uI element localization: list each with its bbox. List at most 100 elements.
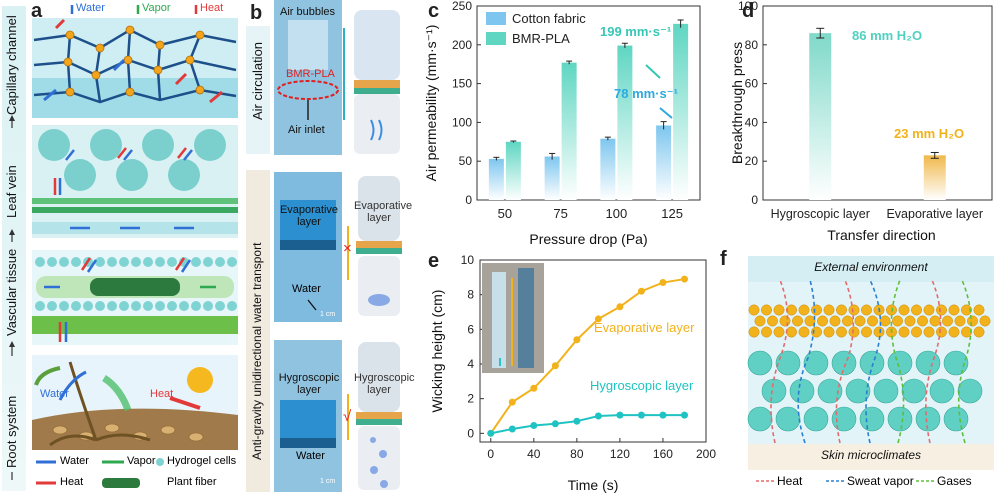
panel-b-art <box>274 0 402 492</box>
chart-c-annot-arrow <box>645 64 661 79</box>
gold-particle <box>823 304 835 316</box>
gold-particle <box>848 326 860 338</box>
chart-c-xtick-label: 75 <box>553 206 567 221</box>
panel-a: a Capillary channel Leaf vein Vascular t… <box>0 0 250 495</box>
legend-f-heat: Heat <box>777 474 803 488</box>
gold-particle <box>779 315 791 327</box>
chart-c-bar-bmr <box>561 62 577 201</box>
gold-particle <box>979 315 991 327</box>
gold-particle <box>848 304 860 316</box>
chart-c-legend-swatch <box>486 32 506 45</box>
chart-c-bar-cotton <box>656 125 672 200</box>
chart-e-point <box>594 412 602 420</box>
panel-b: b Air circulation Anti-gravity unidirect… <box>246 0 415 495</box>
gold-particle <box>911 326 922 338</box>
evap-render-label: Evaporative layer <box>354 200 413 224</box>
chart-e-series-label: Hygroscopic layer <box>590 378 694 393</box>
teal-particle <box>789 378 815 404</box>
gold-particle <box>861 304 872 316</box>
chart-e-point <box>616 303 624 311</box>
chart-e-xtick-label: 160 <box>653 447 673 461</box>
gold-particle <box>967 315 978 327</box>
chart-c-xtick-label: 100 <box>606 206 628 221</box>
root-heat-arrow <box>169 396 201 410</box>
teal-particle <box>915 406 941 432</box>
teal-particle <box>943 350 969 376</box>
chart-d-frame <box>762 5 993 201</box>
chart-e-point <box>594 315 602 323</box>
gold-particle <box>898 304 910 316</box>
gold-particle <box>836 304 847 316</box>
legend-f-gases: Gases <box>937 474 972 488</box>
gold-particle <box>817 315 828 327</box>
gold-particle <box>961 304 972 316</box>
chart-e-ytick-label: 2 <box>467 392 474 406</box>
chart-c-annotation: 199 mm·s⁻¹ <box>600 24 671 39</box>
chart-e-line-evaporative <box>489 278 685 434</box>
top-legend-water: Water <box>76 2 105 14</box>
skin-label: Skin microclimates <box>820 448 922 462</box>
chart-d-ytick-label: 60 <box>745 77 759 91</box>
gold-particle <box>929 315 941 327</box>
air-strip <box>246 26 270 154</box>
chart-d-bar <box>923 155 946 200</box>
panel-e-label: e <box>428 250 440 272</box>
chart-e-point <box>530 422 538 430</box>
chart-e-point <box>637 287 645 295</box>
chart-d-bar <box>809 33 832 200</box>
teal-particle <box>943 406 969 432</box>
chart-e-ytick-label: 8 <box>467 288 474 302</box>
gold-particle <box>804 315 816 327</box>
teal-particle <box>747 350 773 376</box>
chart-e-point <box>659 411 667 419</box>
gold-particle <box>811 326 822 338</box>
gold-particle <box>879 315 891 327</box>
chart-c-legend-swatch <box>486 12 506 25</box>
hygro-layer-label: Hygroscopic layer <box>278 372 340 396</box>
root-heat-label: Heat <box>150 388 174 400</box>
chart-c-bar-cotton <box>488 158 504 200</box>
gold-particle <box>936 326 947 338</box>
air-inlet-label: Air inlet <box>288 124 325 136</box>
gold-particle <box>973 304 985 316</box>
chart-e-point <box>573 336 581 344</box>
gold-particle <box>948 326 960 338</box>
gold-particle <box>923 326 935 338</box>
external-env-label: External environment <box>814 260 928 274</box>
chart-d-ytick-label: 40 <box>745 115 759 129</box>
air-bubbles-label: Air bubbles <box>280 6 336 18</box>
chart-c-frame <box>476 5 701 201</box>
gold-particle <box>842 315 853 327</box>
gold-particle <box>973 326 985 338</box>
chart-d-ytick-label: 0 <box>751 193 758 207</box>
chart-e-line-hygroscopic <box>490 414 685 435</box>
chart-e-point <box>680 411 688 419</box>
gold-particle <box>867 315 878 327</box>
legend-heat: Heat <box>60 476 84 488</box>
teal-particle <box>775 406 801 432</box>
chart-d: 0 20 40 60 80 100 Hygroscopic layer Evaporative… <box>730 0 993 243</box>
chart-c-bar-cotton <box>600 138 616 200</box>
gold-particle <box>761 326 772 338</box>
chart-d-ytick-label: 20 <box>745 154 759 168</box>
teal-particle <box>761 378 787 404</box>
root-water-arrow <box>58 370 87 401</box>
chart-c-legend-label: BMR-PLA <box>512 31 570 46</box>
chart-e-ytick-label: 10 <box>461 253 475 267</box>
chart-c-annotation: 78 mm·s⁻¹ <box>614 86 678 101</box>
teal-particle <box>859 406 885 432</box>
teal-particle <box>873 378 899 404</box>
gold-particle <box>854 315 866 327</box>
panel-f-label: f <box>720 248 727 270</box>
chart-e-xtick-label: 200 <box>696 447 716 461</box>
chart-c-bar-bmr <box>617 45 633 200</box>
panel-c-label: c <box>428 0 440 22</box>
chart-e-xlabel: Time (s) <box>568 477 619 493</box>
chart-e-point <box>637 411 645 419</box>
teal-particle <box>887 350 913 376</box>
chart-e-point <box>573 417 581 425</box>
legend-fiber: Plant fiber <box>167 476 217 488</box>
gold-particle <box>823 326 835 338</box>
gold-particle <box>798 326 810 338</box>
chart-e-ytick-label: 4 <box>467 357 474 371</box>
